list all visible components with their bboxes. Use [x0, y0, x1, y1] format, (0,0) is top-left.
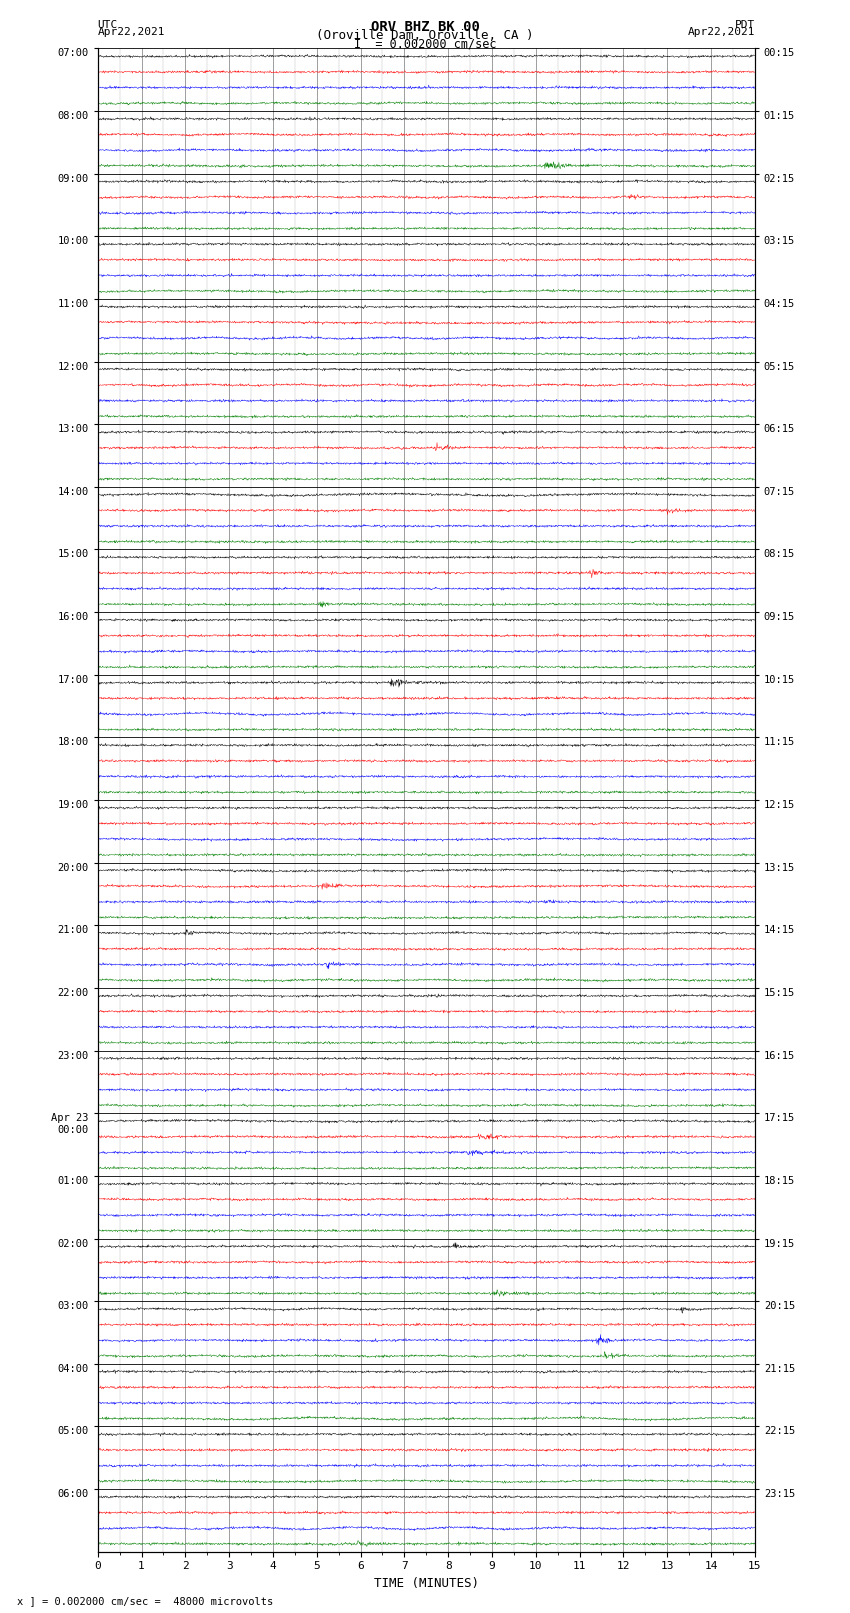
Text: (Oroville Dam, Oroville, CA ): (Oroville Dam, Oroville, CA ) [316, 29, 534, 42]
X-axis label: TIME (MINUTES): TIME (MINUTES) [374, 1578, 479, 1590]
Text: x ] = 0.002000 cm/sec =  48000 microvolts: x ] = 0.002000 cm/sec = 48000 microvolts [17, 1597, 273, 1607]
Text: Apr22,2021: Apr22,2021 [688, 27, 755, 37]
Text: Apr22,2021: Apr22,2021 [98, 27, 165, 37]
Text: I  = 0.002000 cm/sec: I = 0.002000 cm/sec [354, 37, 496, 50]
Text: PDT: PDT [734, 19, 755, 31]
Text: ORV BHZ BK 00: ORV BHZ BK 00 [371, 19, 479, 34]
Text: UTC: UTC [98, 19, 118, 31]
